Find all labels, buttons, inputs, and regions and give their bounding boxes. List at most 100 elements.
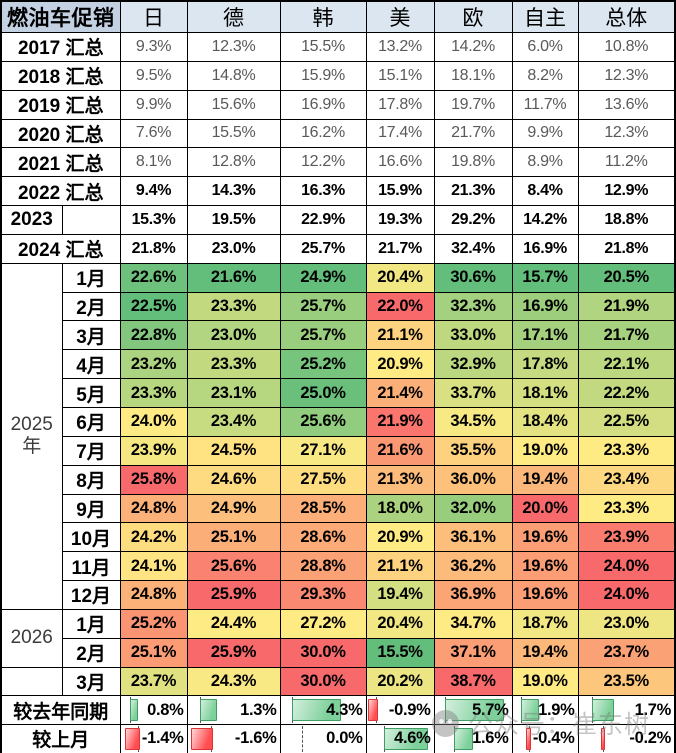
- heatmap-cell: 25.6%: [186, 551, 281, 582]
- heatmap-cell: 24.0%: [119, 406, 188, 437]
- heatmap-cell: 19.6%: [511, 522, 579, 553]
- heatmap-cell: 19.0%: [511, 666, 579, 697]
- heatmap-cell: 25.7%: [279, 320, 367, 351]
- heatmap-cell: 24.1%: [119, 551, 188, 582]
- heatmap-cell: 19.6%: [511, 580, 579, 610]
- heatmap-cell: 23.1%: [186, 378, 281, 408]
- value-cell: 6.0%: [511, 32, 579, 62]
- heatmap-cell: 23.4%: [577, 464, 676, 495]
- month-row: 4月 23.2% 23.3% 25.2% 20.9% 32.9% 17.8% 22.1%: [1, 349, 676, 380]
- month-row: 8月 25.8% 24.6% 27.5% 21.3% 36.0% 19.4% 23.4%: [1, 464, 676, 495]
- databar-value: -0.9%: [388, 700, 431, 719]
- column-header-korea: 韩: [279, 0, 367, 33]
- value-cell: 14.3%: [186, 176, 281, 207]
- databar-value: -0.2%: [629, 729, 671, 748]
- month-row: 7月 23.9% 24.5% 27.1% 21.6% 35.5% 19.0% 23.3%: [1, 435, 676, 466]
- databar-cell: -1.4%: [119, 724, 188, 753]
- value-cell: 14.2%: [433, 32, 513, 62]
- heatmap-cell: 21.1%: [365, 320, 435, 351]
- databar-cell: 4.3%: [279, 695, 367, 726]
- year-row: 2017 汇总 9.3% 12.3% 15.5% 13.2% 14.2% 6.0% 10.8%: [0, 32, 676, 62]
- month-label: 5月: [61, 378, 121, 408]
- value-cell: 16.2%: [279, 118, 367, 149]
- heatmap-cell: 36.1%: [433, 522, 513, 553]
- value-cell: 18.1%: [433, 60, 513, 91]
- month-label: 3月: [61, 320, 121, 351]
- heatmap-cell: 33.0%: [433, 320, 513, 351]
- value-cell: 25.7%: [279, 233, 367, 264]
- heatmap-cell: 20.4%: [365, 262, 435, 293]
- year-row: 2024 汇总 21.8% 23.0% 25.7% 21.7% 32.4% 16.9% 21.…: [0, 233, 676, 264]
- value-cell: 15.1%: [365, 60, 435, 91]
- heatmap-cell: 24.8%: [119, 580, 188, 610]
- value-cell: 15.6%: [186, 89, 281, 120]
- value-cell: 12.3%: [186, 32, 281, 62]
- heatmap-cell: 27.5%: [279, 464, 367, 495]
- year-span-label: 2025年: [0, 262, 63, 610]
- month-row: 9月 24.8% 24.9% 28.5% 18.0% 32.0% 20.0% 23.3%: [1, 493, 676, 524]
- heatmap-cell: 19.6%: [511, 551, 579, 582]
- heatmap-cell: 21.9%: [365, 406, 435, 437]
- month-row: 2025年 1月 22.6% 21.6% 24.9% 20.4% 30.6% 15.7% 20.…: [0, 262, 676, 610]
- month-label: 4月: [61, 349, 121, 380]
- year-row: 2023 15.3% 19.5% 22.9% 19.3% 29.2% 14.2% 18.8%: [0, 205, 676, 235]
- databar-positive: [383, 728, 429, 750]
- databar-value: 0.8%: [147, 700, 184, 719]
- value-cell: 16.6%: [365, 147, 435, 178]
- heatmap-cell: 19.4%: [511, 637, 579, 668]
- value-cell: 21.8%: [577, 233, 676, 264]
- databar-value: 5.7%: [472, 700, 509, 719]
- value-cell: 22.9%: [279, 205, 367, 235]
- column-header-overall: 总体: [577, 0, 676, 33]
- month-row: 3月 22.8% 23.0% 25.7% 21.1% 33.0% 17.1% 21.7%: [1, 320, 676, 351]
- databar-cell: -0.9%: [365, 695, 435, 726]
- year-span-label: 2026: [0, 608, 63, 668]
- year-row: 2020 汇总 7.6% 15.5% 16.2% 17.4% 21.7% 9.9% 12.3%: [0, 118, 676, 149]
- value-cell: 15.9%: [365, 176, 435, 207]
- heatmap-cell: 22.0%: [365, 291, 435, 322]
- databar-cell: 1.7%: [577, 695, 676, 726]
- value-cell: 19.7%: [433, 89, 513, 120]
- value-cell: 12.2%: [279, 147, 367, 178]
- heatmap-cell: 23.2%: [119, 349, 188, 380]
- value-cell: 13.2%: [365, 32, 435, 62]
- heatmap-cell: 15.7%: [511, 262, 579, 293]
- databar-cell: -1.6%: [186, 724, 281, 753]
- heatmap-cell: 16.9%: [511, 291, 579, 322]
- month-label: 11月: [61, 551, 121, 582]
- heatmap-cell: 30.6%: [433, 262, 513, 293]
- value-cell: 13.6%: [577, 89, 676, 120]
- summary-row: 较上月 -1.4% -1.6% 0.0% 4.6% 1.6% -0.4% -0.2%: [0, 724, 676, 753]
- databar-positive: [591, 699, 615, 722]
- databar-value: 1.9%: [538, 700, 575, 719]
- year-span-label: [0, 666, 63, 697]
- month-row: 3月 23.7% 24.3% 30.0% 20.2% 38.7% 19.0% 23.5%: [0, 666, 676, 697]
- row-year-label: 2021 汇总: [0, 147, 121, 178]
- heatmap-cell: 24.9%: [279, 262, 367, 293]
- month-label: 10月: [61, 522, 121, 553]
- databar-value: 1.7%: [634, 700, 672, 719]
- databar-positive: [454, 728, 474, 750]
- heatmap-cell: 18.7%: [511, 608, 579, 639]
- month-row: 2月 25.1% 25.9% 30.0% 15.5% 37.1% 19.4% 23.7%: [1, 637, 676, 668]
- row-year-label: 2020 汇总: [0, 118, 121, 149]
- databar-value: 4.3%: [326, 700, 363, 719]
- month-label: 1月: [61, 262, 121, 293]
- value-cell: 12.9%: [577, 176, 676, 207]
- value-cell: 21.3%: [433, 176, 513, 207]
- month-label: 7月: [61, 435, 121, 466]
- heatmap-cell: 22.1%: [577, 349, 676, 380]
- databar-cell: 0.0%: [279, 724, 367, 753]
- month-row: 6月 24.0% 23.4% 25.6% 21.9% 34.5% 18.4% 22.5%: [1, 406, 676, 437]
- heatmap-cell: 25.1%: [119, 637, 188, 668]
- heatmap-cell: 32.9%: [433, 349, 513, 380]
- heatmap-cell: 23.5%: [577, 666, 676, 697]
- heatmap-cell: 19.4%: [365, 580, 435, 610]
- value-cell: 12.3%: [577, 60, 676, 91]
- value-cell: 14.2%: [511, 205, 579, 235]
- value-cell: 15.5%: [186, 118, 281, 149]
- heatmap-cell: 17.1%: [511, 320, 579, 351]
- value-cell: 7.6%: [119, 118, 188, 149]
- heatmap-cell: 19.4%: [511, 464, 579, 495]
